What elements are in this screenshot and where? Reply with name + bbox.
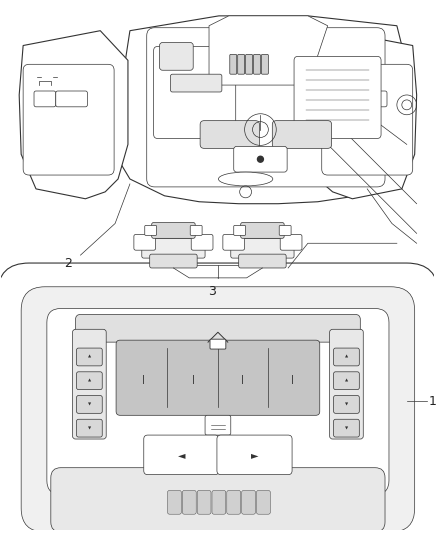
FancyBboxPatch shape <box>134 235 155 250</box>
FancyBboxPatch shape <box>361 91 387 107</box>
Text: |: | <box>142 375 145 384</box>
Text: ◄: ◄ <box>177 450 185 460</box>
FancyBboxPatch shape <box>190 225 202 236</box>
FancyBboxPatch shape <box>154 46 236 139</box>
Circle shape <box>258 156 263 162</box>
Text: ▼: ▼ <box>345 426 348 430</box>
Text: |: | <box>290 375 293 384</box>
FancyBboxPatch shape <box>150 254 197 268</box>
FancyBboxPatch shape <box>227 490 240 514</box>
FancyBboxPatch shape <box>330 329 363 439</box>
FancyBboxPatch shape <box>23 64 114 175</box>
FancyBboxPatch shape <box>159 43 193 70</box>
FancyBboxPatch shape <box>75 314 360 342</box>
FancyBboxPatch shape <box>212 490 226 514</box>
FancyBboxPatch shape <box>257 490 270 514</box>
FancyBboxPatch shape <box>77 395 102 413</box>
FancyBboxPatch shape <box>240 222 284 238</box>
FancyBboxPatch shape <box>170 74 222 92</box>
FancyBboxPatch shape <box>77 348 102 366</box>
Polygon shape <box>308 31 417 199</box>
FancyBboxPatch shape <box>77 372 102 390</box>
FancyBboxPatch shape <box>182 490 196 514</box>
FancyBboxPatch shape <box>294 56 381 139</box>
Text: ▲: ▲ <box>345 379 348 383</box>
FancyBboxPatch shape <box>338 91 361 107</box>
Polygon shape <box>115 16 412 204</box>
FancyBboxPatch shape <box>51 467 385 532</box>
FancyBboxPatch shape <box>144 435 219 474</box>
Text: ▲: ▲ <box>345 355 348 359</box>
FancyBboxPatch shape <box>0 263 438 533</box>
FancyBboxPatch shape <box>239 254 286 268</box>
FancyBboxPatch shape <box>272 120 332 148</box>
FancyBboxPatch shape <box>231 238 294 258</box>
FancyBboxPatch shape <box>334 348 359 366</box>
FancyBboxPatch shape <box>234 225 246 236</box>
Text: ▼: ▼ <box>345 402 348 407</box>
Polygon shape <box>19 31 128 199</box>
Text: |: | <box>192 375 195 384</box>
Text: ►: ► <box>251 450 258 460</box>
Polygon shape <box>209 16 328 85</box>
FancyBboxPatch shape <box>116 340 320 415</box>
Text: 1: 1 <box>428 395 436 408</box>
Text: |: | <box>241 375 244 384</box>
FancyBboxPatch shape <box>34 91 56 107</box>
Text: ▲: ▲ <box>88 379 91 383</box>
Text: ▲: ▲ <box>88 355 91 359</box>
FancyBboxPatch shape <box>334 395 359 413</box>
FancyBboxPatch shape <box>217 435 292 474</box>
FancyBboxPatch shape <box>223 235 244 250</box>
Text: 3: 3 <box>208 285 216 298</box>
FancyBboxPatch shape <box>210 339 226 349</box>
FancyBboxPatch shape <box>246 54 253 74</box>
FancyBboxPatch shape <box>279 225 291 236</box>
FancyBboxPatch shape <box>230 54 237 74</box>
FancyBboxPatch shape <box>21 287 415 532</box>
FancyBboxPatch shape <box>56 91 88 107</box>
FancyBboxPatch shape <box>234 147 287 172</box>
FancyBboxPatch shape <box>167 490 181 514</box>
Ellipse shape <box>219 172 273 186</box>
FancyBboxPatch shape <box>261 54 268 74</box>
Text: 2: 2 <box>64 256 71 270</box>
Text: ▼: ▼ <box>88 426 91 430</box>
FancyBboxPatch shape <box>205 415 231 435</box>
FancyBboxPatch shape <box>238 54 244 74</box>
Text: ▼: ▼ <box>88 402 91 407</box>
FancyBboxPatch shape <box>334 419 359 437</box>
FancyBboxPatch shape <box>73 329 106 439</box>
FancyBboxPatch shape <box>242 490 255 514</box>
FancyBboxPatch shape <box>147 28 385 187</box>
FancyBboxPatch shape <box>47 309 389 495</box>
FancyBboxPatch shape <box>322 64 413 175</box>
FancyBboxPatch shape <box>152 222 195 238</box>
FancyBboxPatch shape <box>145 225 157 236</box>
FancyBboxPatch shape <box>77 419 102 437</box>
FancyBboxPatch shape <box>191 235 213 250</box>
FancyBboxPatch shape <box>197 490 211 514</box>
FancyBboxPatch shape <box>200 120 259 148</box>
FancyBboxPatch shape <box>142 238 205 258</box>
FancyBboxPatch shape <box>280 235 302 250</box>
FancyBboxPatch shape <box>334 372 359 390</box>
FancyBboxPatch shape <box>254 54 261 74</box>
